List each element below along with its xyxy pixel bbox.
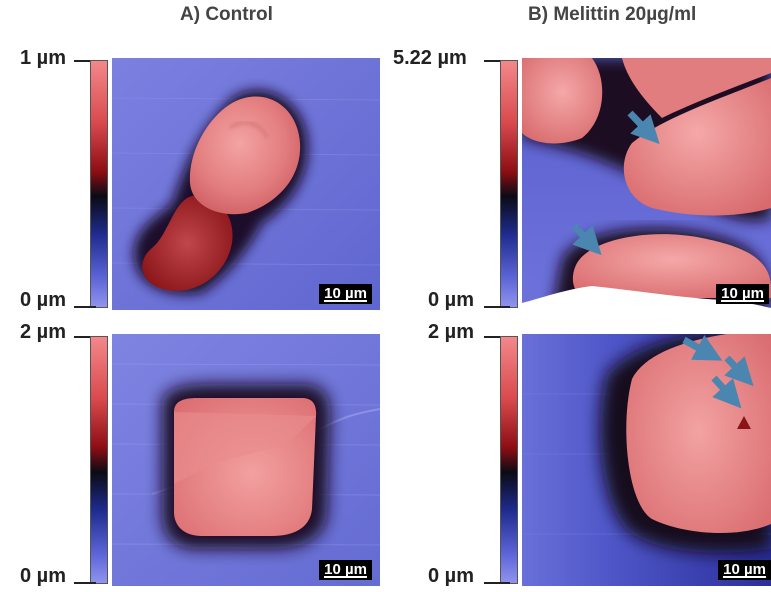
scalebar: 10 µm: [718, 560, 771, 580]
header-control: A) Control: [180, 4, 273, 25]
scalebar: 10 µm: [716, 284, 769, 304]
afm-image-control-bottom: 10 µm: [112, 334, 380, 586]
colorbar-b-bottom-tick-max: [484, 336, 510, 338]
colorbar-a-bottom-max: 2 µm: [20, 321, 66, 343]
colorbar-a-top-tick-min: [74, 306, 96, 308]
colorbar-b-bottom-tick-min: [484, 582, 510, 584]
colorbar-a-top-tick-max: [74, 60, 96, 62]
colorbar-a-top: [90, 60, 108, 308]
colorbar-b-top-tick-max: [484, 60, 510, 62]
colorbar-a-bottom: [90, 336, 108, 584]
scalebar-label: 10 µm: [721, 285, 764, 302]
colorbar-b-top-min: 0 µm: [428, 289, 474, 311]
afm-image-melittin-top: 10 µm: [522, 58, 771, 310]
afm-image-control-top: 10 µm: [112, 58, 380, 310]
colorbar-a-bottom-min: 0 µm: [20, 565, 66, 587]
colorbar-a-bottom-tick-min: [74, 582, 96, 584]
header-melittin: B) Melittin 20µg/ml: [528, 4, 697, 25]
colorbar-b-bottom-max: 2 µm: [428, 321, 474, 343]
scalebar: 10 µm: [319, 560, 372, 580]
colorbar-a-top-max: 1 µm: [20, 47, 66, 69]
scalebar-label: 10 µm: [324, 285, 367, 302]
scalebar: 10 µm: [319, 284, 372, 304]
colorbar-b-bottom: [500, 336, 518, 584]
colorbar-b-top-max: 5.22 µm: [393, 47, 467, 69]
colorbar-b-top-tick-min: [484, 306, 510, 308]
scalebar-label: 10 µm: [324, 561, 367, 578]
colorbar-b-top: [500, 60, 518, 308]
colorbar-a-top-min: 0 µm: [20, 289, 66, 311]
colorbar-b-bottom-min: 0 µm: [428, 565, 474, 587]
colorbar-a-bottom-tick-max: [74, 336, 96, 338]
afm-image-melittin-bottom: 10 µm: [522, 334, 771, 586]
scalebar-label: 10 µm: [723, 561, 766, 578]
